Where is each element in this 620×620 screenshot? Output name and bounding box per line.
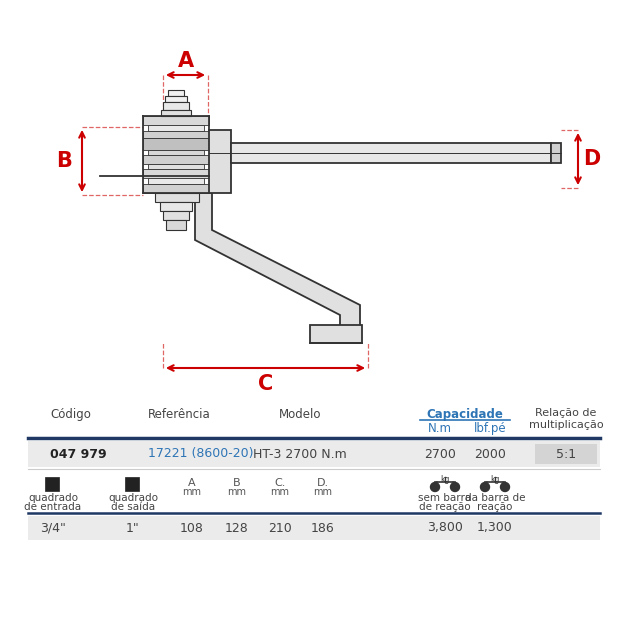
- Bar: [535, 444, 597, 464]
- Text: lbf.pé: lbf.pé: [474, 422, 507, 435]
- Bar: [28, 441, 600, 467]
- Text: mm: mm: [270, 487, 290, 497]
- Bar: [163, 102, 189, 110]
- Circle shape: [480, 482, 490, 492]
- Text: Relação de
multiplicação: Relação de multiplicação: [529, 408, 603, 430]
- Bar: [148, 125, 204, 131]
- Text: sem barra: sem barra: [418, 493, 472, 503]
- Bar: [143, 138, 209, 150]
- Text: N.m: N.m: [428, 422, 452, 435]
- Text: Código: Código: [50, 408, 91, 421]
- Bar: [155, 193, 199, 202]
- Bar: [165, 96, 187, 102]
- Text: 5:1: 5:1: [556, 448, 576, 461]
- Circle shape: [451, 482, 459, 492]
- Text: reação: reação: [477, 502, 513, 512]
- Bar: [143, 184, 209, 193]
- Text: mm: mm: [314, 487, 332, 497]
- Text: 2000: 2000: [474, 448, 506, 461]
- Bar: [143, 169, 209, 178]
- Circle shape: [430, 482, 440, 492]
- Text: D.: D.: [317, 478, 329, 488]
- Text: B: B: [233, 478, 241, 488]
- Text: Modelo: Modelo: [279, 408, 321, 421]
- Polygon shape: [192, 193, 360, 340]
- Text: A: A: [188, 478, 196, 488]
- Bar: [148, 150, 204, 155]
- Bar: [209, 130, 231, 193]
- Text: da barra de: da barra de: [465, 493, 525, 503]
- Text: A: A: [177, 51, 193, 71]
- Text: 3/4": 3/4": [40, 521, 66, 534]
- Text: 1,300: 1,300: [477, 521, 513, 534]
- Text: quadrado: quadrado: [28, 493, 78, 503]
- Bar: [310, 325, 362, 343]
- Text: 210: 210: [268, 521, 292, 534]
- Bar: [148, 178, 204, 184]
- Text: B: B: [56, 151, 72, 171]
- Bar: [161, 110, 191, 116]
- Bar: [168, 90, 184, 96]
- Text: C.: C.: [274, 478, 286, 488]
- Text: 108: 108: [180, 521, 204, 534]
- Bar: [28, 516, 600, 540]
- Text: Referência: Referência: [148, 408, 211, 421]
- Text: 1": 1": [126, 521, 140, 534]
- Text: HT-3 2700 N.m: HT-3 2700 N.m: [253, 448, 347, 461]
- Text: de reação: de reação: [419, 502, 471, 512]
- Text: 128: 128: [225, 521, 249, 534]
- Text: 2700: 2700: [424, 448, 456, 461]
- Text: quadrado: quadrado: [108, 493, 158, 503]
- Bar: [163, 211, 189, 220]
- Text: kg: kg: [490, 476, 500, 484]
- Text: D: D: [583, 149, 601, 169]
- Text: 17221 (8600-20): 17221 (8600-20): [148, 448, 254, 461]
- Bar: [125, 477, 139, 491]
- Text: mm: mm: [182, 487, 202, 497]
- Bar: [143, 116, 209, 125]
- Circle shape: [500, 482, 510, 492]
- Bar: [231, 143, 551, 163]
- Bar: [45, 477, 59, 491]
- Bar: [160, 202, 192, 211]
- Text: de saída: de saída: [111, 502, 155, 512]
- Text: C: C: [258, 374, 273, 394]
- Text: 186: 186: [311, 521, 335, 534]
- Text: 3,800: 3,800: [427, 521, 463, 534]
- Bar: [166, 220, 186, 230]
- Text: de entrada: de entrada: [24, 502, 82, 512]
- Bar: [148, 164, 204, 169]
- Text: 047 979: 047 979: [50, 448, 107, 461]
- Bar: [20, 20, 600, 400]
- Bar: [143, 155, 209, 164]
- Text: kg: kg: [440, 476, 450, 484]
- Text: Capacidade: Capacidade: [427, 408, 503, 421]
- Text: mm: mm: [228, 487, 247, 497]
- Bar: [551, 143, 561, 163]
- Bar: [143, 131, 209, 138]
